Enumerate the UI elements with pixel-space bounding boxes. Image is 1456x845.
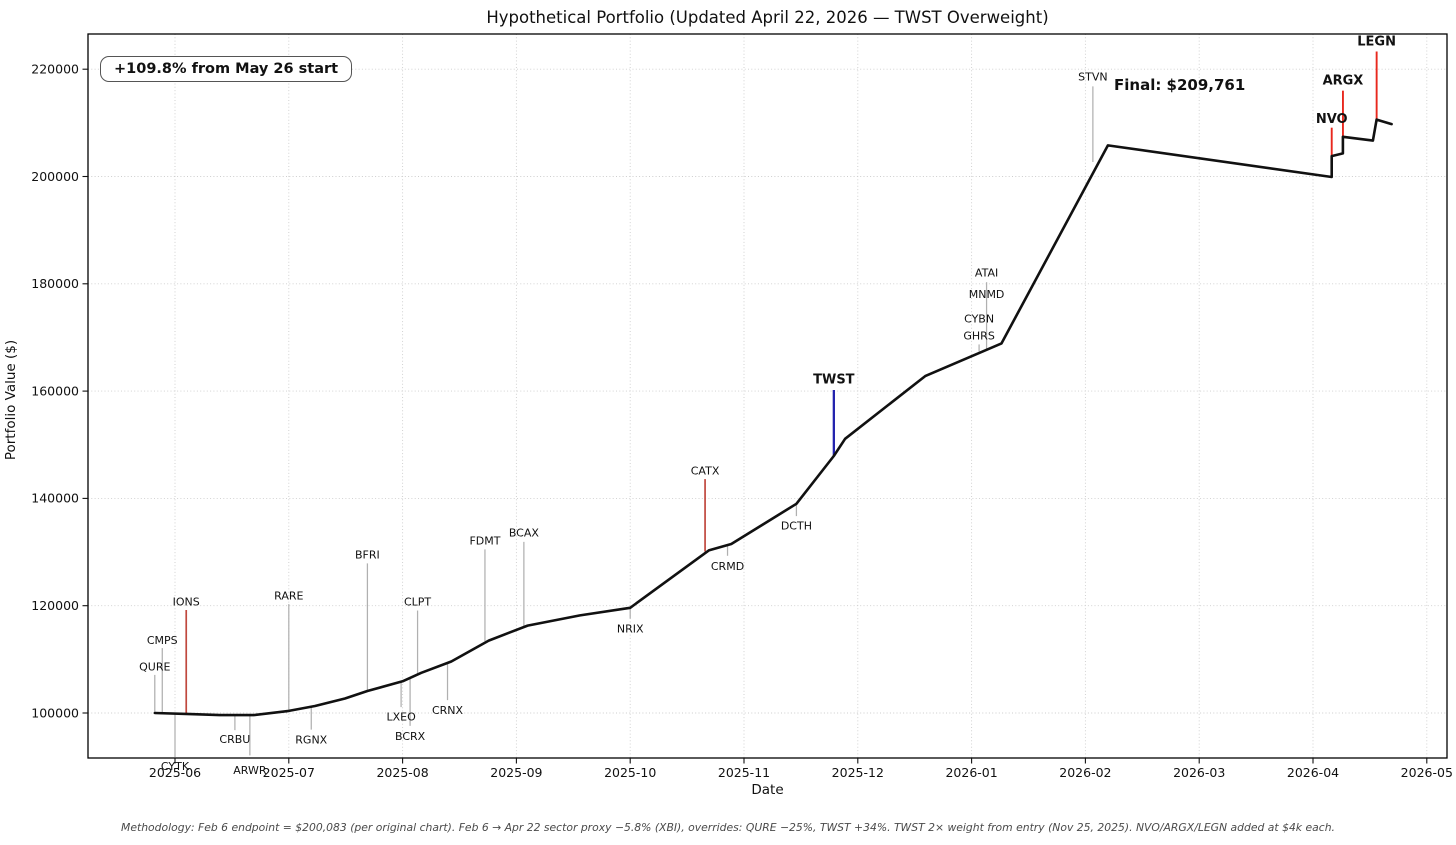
y-tick-label: 140000	[31, 491, 79, 506]
anno-label-ATAI: ATAI	[975, 266, 998, 279]
anno-label-LEGN: LEGN	[1357, 35, 1396, 50]
x-tick-label: 2025-11	[718, 765, 770, 780]
x-axis-label: Date	[751, 782, 784, 798]
x-tick-label: 2026-01	[945, 765, 997, 780]
y-tick-label: 180000	[31, 276, 79, 291]
y-tick-label: 220000	[31, 62, 79, 77]
anno-label-CYTK: CYTK	[161, 760, 190, 773]
final-value-label: Final: $209,761	[1114, 76, 1246, 94]
methodology-footnote: Methodology: Feb 6 endpoint = $200,083 (…	[121, 821, 1335, 834]
anno-label-QURE: QURE	[139, 661, 170, 674]
anno-label-ARWR: ARWR	[233, 764, 267, 777]
y-axis-label: Portfolio Value ($)	[3, 339, 19, 461]
anno-label-ARGX: ARGX	[1323, 73, 1364, 88]
x-tick-label: 2026-03	[1173, 765, 1225, 780]
x-tick-label: 2026-05	[1401, 765, 1453, 780]
x-tick-label: 2026-04	[1287, 765, 1339, 780]
anno-label-CRMD: CRMD	[711, 560, 744, 573]
anno-label-BCRX: BCRX	[395, 730, 426, 743]
anno-label-BCAX: BCAX	[509, 527, 540, 540]
plot-frame	[87, 33, 1448, 759]
anno-label-LXEO: LXEO	[386, 711, 416, 724]
anno-label-STVN: STVN	[1078, 71, 1107, 84]
x-tick-label: 2025-10	[604, 765, 656, 780]
anno-label-CLPT: CLPT	[404, 596, 431, 609]
anno-label-IONS: IONS	[173, 596, 200, 609]
anno-label-CRBU: CRBU	[219, 733, 250, 746]
anno-label-CYBN: CYBN	[964, 312, 994, 325]
anno-label-NVO: NVO	[1316, 112, 1348, 127]
anno-label-MNMD: MNMD	[969, 288, 1005, 301]
anno-label-TWST: TWST	[813, 373, 855, 388]
x-tick-label: 2025-06	[149, 765, 201, 780]
anno-label-FDMT: FDMT	[469, 535, 500, 548]
anno-label-CATX: CATX	[691, 464, 720, 477]
anno-label-DCTH: DCTH	[781, 520, 812, 533]
y-tick-label: 120000	[31, 598, 79, 613]
x-tick-label: 2025-12	[832, 765, 884, 780]
x-tick-label: 2025-08	[376, 765, 428, 780]
anno-label-CRNX: CRNX	[432, 704, 464, 717]
y-tick-label: 160000	[31, 383, 79, 398]
anno-label-RARE: RARE	[274, 589, 303, 602]
anno-label-GHRS: GHRS	[963, 330, 994, 343]
x-tick-label: 2025-09	[490, 765, 542, 780]
y-tick-label: 100000	[31, 705, 79, 720]
chart-title: Hypothetical Portfolio (Updated April 22…	[486, 8, 1049, 27]
gain-badge: +109.8% from May 26 start	[100, 56, 353, 82]
x-tick-label: 2025-07	[263, 765, 315, 780]
anno-label-CMPS: CMPS	[147, 634, 178, 647]
series-line	[153, 118, 1393, 717]
x-tick-label: 2026-02	[1059, 765, 1111, 780]
anno-label-RGNX: RGNX	[295, 734, 327, 747]
anno-label-NRIX: NRIX	[617, 623, 644, 636]
anno-label-BFRI: BFRI	[355, 549, 380, 562]
y-tick-label: 200000	[31, 169, 79, 184]
